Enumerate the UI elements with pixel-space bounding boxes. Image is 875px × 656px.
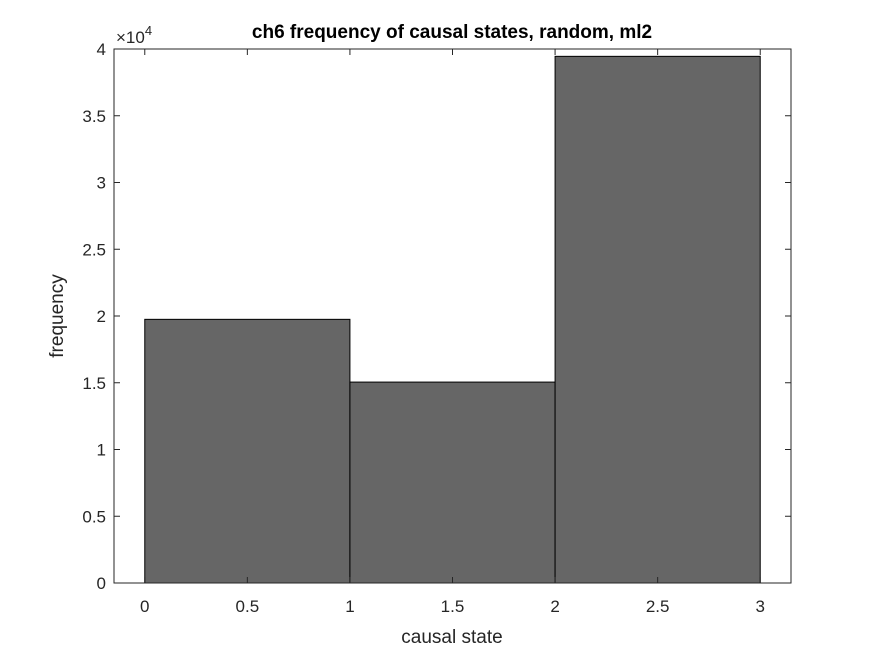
x-tick-label: 0.5 xyxy=(236,597,260,616)
exponent-power: 4 xyxy=(145,23,152,38)
x-axis-label: causal state xyxy=(401,627,502,648)
x-tick-label: 2.5 xyxy=(646,597,670,616)
y-tick-label: 0.5 xyxy=(82,507,106,526)
x-tick-label: 1 xyxy=(345,597,354,616)
bars xyxy=(144,55,761,584)
bar-bin-1 xyxy=(349,381,556,584)
y-axis-label: frequency xyxy=(47,274,68,358)
exponent-base: ×10 xyxy=(116,28,145,47)
y-tick-label: 1.5 xyxy=(82,374,106,393)
y-tick-label: 1 xyxy=(97,441,106,460)
x-tick-label: 2 xyxy=(550,597,559,616)
y-tick-label: 3 xyxy=(97,174,106,193)
x-tick-label: 3 xyxy=(755,597,764,616)
x-tick-label: 1.5 xyxy=(441,597,465,616)
bar-bin-2 xyxy=(554,55,761,584)
y-tick-label: 2.5 xyxy=(82,240,106,259)
chart-title: ch6 frequency of causal states, random, … xyxy=(252,22,652,43)
x-tick-label: 0 xyxy=(140,597,149,616)
ticks: 0 0.5 1 1.5 2 2.5 3 0 0.5 1 1.5 2 2.5 3 3.5 4 xyxy=(82,40,791,616)
y-tick-label: 0 xyxy=(97,574,106,593)
y-tick-label: 4 xyxy=(97,40,106,59)
y-tick-label: 3.5 xyxy=(82,107,106,126)
y-exponent-label: ×104 xyxy=(116,23,152,47)
y-tick-label: 2 xyxy=(97,307,106,326)
bar-bin-0 xyxy=(144,318,351,584)
